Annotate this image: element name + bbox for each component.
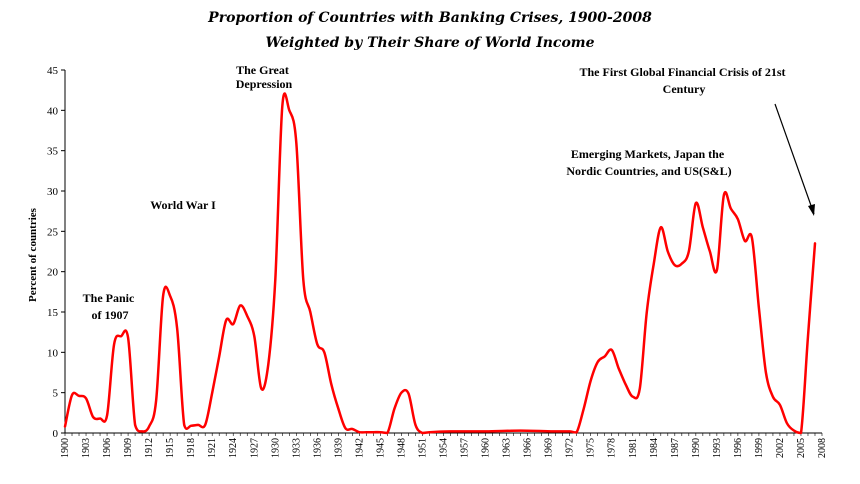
x-tick-label: 1927 [249,438,260,458]
annotation-arrowhead [808,204,815,216]
x-tick-label: 1903 [81,438,92,458]
x-tick-label: 1933 [291,438,302,458]
chart-title: Proportion of Countries with Banking Cri… [207,10,652,26]
x-tick-label: 1900 [60,438,71,458]
x-tick-label: 1924 [228,438,239,458]
y-tick-label: 25 [47,226,59,238]
x-tick-label: 1930 [270,438,281,458]
y-tick-label: 15 [47,307,59,319]
x-tick-label: 1981 [628,438,639,458]
x-tick-label: 1975 [586,438,597,458]
y-axis-label: Percent of countries [27,207,39,302]
y-tick-label: 45 [47,65,59,77]
y-tick-label: 35 [47,146,59,158]
x-tick-label: 1966 [523,438,534,458]
y-tick-label: 10 [47,347,59,359]
annotation-world-war-i: World War I [150,198,216,212]
x-tick-label: 1942 [354,438,365,458]
x-ticks: 1900 1903 1906 1909 1912 1915 1918 1921 1924 1927… [60,433,828,458]
x-tick-label: 1999 [754,438,765,458]
x-tick-label: 1969 [544,438,555,458]
x-tick-label: 1912 [144,438,155,458]
annotation-great-depression: The Great Depression [236,63,293,91]
x-tick-label: 1963 [502,438,513,458]
axes [64,70,822,434]
x-tick-label: 1960 [481,438,492,458]
annotation-global-financial-crisis: The First Global Financial Crisis of 21s… [579,65,788,96]
y-tick-label: 5 [53,388,59,400]
x-tick-label: 1957 [460,438,471,458]
x-tick-label: 1984 [649,438,660,458]
y-ticks: 0 5 10 15 20 25 30 35 40 45 [47,65,65,440]
x-tick-label: 1909 [123,438,134,458]
x-tick-label: 1945 [375,438,386,458]
x-tick-label: 2005 [796,438,807,458]
x-tick-label: 1921 [207,438,218,458]
series-group [63,92,817,435]
annotation-arrow-line [774,103,815,215]
x-tick-label: 2008 [817,438,828,458]
x-tick-label: 1918 [186,438,197,458]
series-line [63,92,817,435]
y-tick-label: 20 [47,267,59,279]
annotation-panic-1907: The Panic of 1907 [83,291,138,322]
x-tick-label: 1915 [165,438,176,458]
y-tick-label: 40 [47,105,59,117]
x-tick-label: 1948 [396,438,407,458]
x-tick-label: 1972 [565,438,576,458]
x-tick-label: 1906 [102,438,113,458]
annotations: The Panic of 1907 World War I The Great … [83,63,815,322]
x-tick-label: 2002 [775,438,786,458]
y-tick-label: 0 [53,428,59,440]
y-tick-label: 30 [47,186,59,198]
x-tick-label: 1993 [712,438,723,458]
x-tick-label: 1951 [417,438,428,458]
x-tick-label: 1939 [333,438,344,458]
annotation-emerging-markets: Emerging Markets, Japan the Nordic Count… [566,147,731,178]
x-tick-label: 1936 [312,438,323,458]
chart-subtitle: Weighted by Their Share of World Income [265,35,594,51]
x-tick-label: 1996 [733,438,744,458]
x-tick-label: 1990 [691,438,702,458]
x-tick-label: 1954 [439,438,450,458]
x-tick-label: 1978 [607,438,618,458]
x-tick-label: 1987 [670,438,681,458]
